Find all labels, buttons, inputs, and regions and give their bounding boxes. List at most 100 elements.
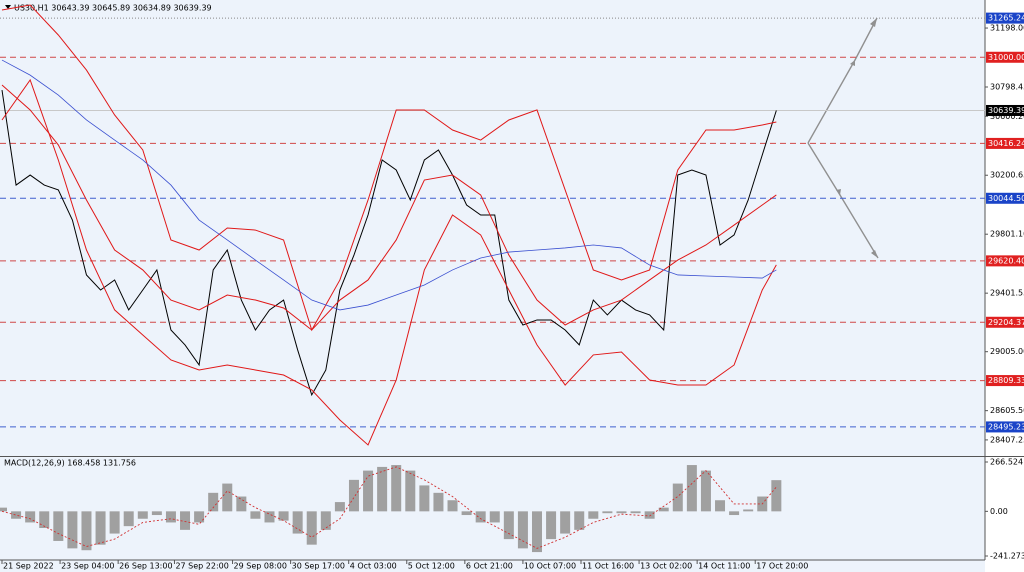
- macd-bar: [771, 480, 782, 512]
- macd-bar: [672, 483, 683, 512]
- macd-bar: [165, 511, 176, 523]
- level-label: 30416.24: [988, 139, 1024, 148]
- level-label-box: [986, 137, 1024, 149]
- macd-bar: [95, 511, 106, 545]
- level-label: 29620.40: [988, 256, 1024, 265]
- macd-bar: [292, 511, 303, 534]
- macd-bar: [715, 500, 726, 512]
- x-tick-label: 23 Sep 04:00: [61, 562, 114, 571]
- y-tick-label: 0.00: [990, 507, 1008, 516]
- arrow-head: [836, 189, 841, 195]
- macd-bar: [729, 511, 740, 516]
- x-tick-label: 11 Oct 16:00: [582, 562, 634, 571]
- macd-bar: [588, 511, 599, 519]
- signal-line: [1, 466, 777, 549]
- y-tick-label: 29801.10: [990, 230, 1024, 239]
- arrow-head: [850, 60, 855, 66]
- macd-bar: [531, 511, 542, 553]
- x-tick-label: 27 Sep 22:00: [175, 562, 228, 571]
- macd-bar: [180, 511, 191, 530]
- x-tick-label: 14 Oct 11:00: [698, 562, 750, 571]
- macd-bar: [0, 507, 7, 512]
- x-tick-label: 6 Oct 21:00: [466, 562, 513, 571]
- macd-bar: [419, 485, 430, 512]
- y-tick-label: 28407.25: [990, 435, 1024, 444]
- arrow-head: [871, 250, 878, 258]
- macd-bar: [377, 466, 388, 512]
- x-tick-label: 10 Oct 07:00: [524, 562, 576, 571]
- y-tick-label: -241.273: [990, 552, 1024, 561]
- y-tick-label: 266.524: [990, 457, 1023, 466]
- macd-bar: [208, 492, 219, 512]
- price-line: [1, 84, 777, 331]
- macd-bar: [53, 511, 64, 541]
- level-label-box: [986, 51, 1024, 63]
- price-line: [1, 78, 777, 446]
- level-label: 29204.37: [988, 318, 1024, 327]
- macd-bar: [517, 511, 528, 549]
- level-label: 28495.23: [988, 422, 1024, 431]
- y-tick-label: 29005.00: [990, 347, 1024, 356]
- macd-bar: [123, 511, 134, 527]
- macd-bar: [616, 511, 627, 514]
- plot-background: [0, 0, 985, 572]
- price-line: [1, 59, 777, 311]
- macd-bar: [658, 507, 669, 512]
- macd-bar: [25, 511, 36, 523]
- level-label: 28809.33: [988, 376, 1024, 385]
- macd-bar: [700, 470, 711, 512]
- y-tick-label: 28605.50: [990, 406, 1024, 415]
- macd-bar: [743, 509, 754, 512]
- x-tick-label: 5 Oct 12:00: [408, 562, 455, 571]
- macd-bar: [222, 483, 233, 512]
- macd-bar: [39, 511, 50, 529]
- x-tick-label: 26 Sep 13:00: [119, 562, 172, 571]
- macd-bar: [644, 511, 655, 519]
- macd-bar: [686, 465, 697, 512]
- macd-bar: [194, 511, 205, 523]
- price-line: [1, 89, 777, 397]
- macd-bar: [320, 511, 331, 530]
- y-tick-label: 29401.55: [990, 289, 1024, 298]
- x-tick-label: 29 Sep 08:00: [234, 562, 287, 571]
- level-label-box: [986, 316, 1024, 328]
- macd-bar: [236, 496, 247, 512]
- level-label: 30639.39: [988, 106, 1024, 115]
- macd-bar: [306, 511, 317, 545]
- arrow-head: [870, 18, 877, 27]
- y-tick-label: 30798.45: [990, 83, 1024, 92]
- macd-bar: [433, 492, 444, 512]
- macd-bar: [250, 511, 261, 519]
- macd-bar: [546, 511, 557, 540]
- macd-bar: [264, 511, 275, 523]
- x-tick-label: 4 Oct 03:00: [350, 562, 397, 571]
- level-label-box: [986, 421, 1024, 433]
- macd-bar: [461, 511, 472, 516]
- menu-triangle[interactable]: [5, 5, 11, 9]
- x-tick-label: 30 Sep 17:00: [292, 562, 345, 571]
- macd-bar: [447, 500, 458, 512]
- macd-bar: [11, 511, 22, 519]
- macd-bar: [405, 470, 416, 512]
- level-label-box: [986, 255, 1024, 267]
- level-label: 31000.00: [988, 53, 1024, 62]
- macd-bar: [602, 511, 613, 514]
- level-label: 30044.50: [988, 194, 1024, 203]
- level-label-box: [986, 192, 1024, 204]
- macd-bar: [630, 511, 641, 514]
- chart-title: US30,H1 30643.39 30645.89 30634.89 30639…: [14, 4, 212, 13]
- level-label-box: [986, 104, 1024, 116]
- macd-bar: [109, 511, 120, 534]
- macd-bar: [363, 470, 374, 512]
- macd-bar: [489, 511, 500, 523]
- macd-bar: [67, 511, 78, 549]
- projection-arrows: [807, 17, 879, 259]
- macd-bar: [334, 502, 345, 512]
- macd-bar: [81, 511, 92, 551]
- macd-bar: [503, 511, 514, 540]
- macd-bar: [475, 511, 486, 523]
- macd-bar: [560, 511, 571, 534]
- y-tick-label: 30600.20: [990, 112, 1024, 121]
- x-tick-label: 21 Sep 2022: [3, 562, 54, 571]
